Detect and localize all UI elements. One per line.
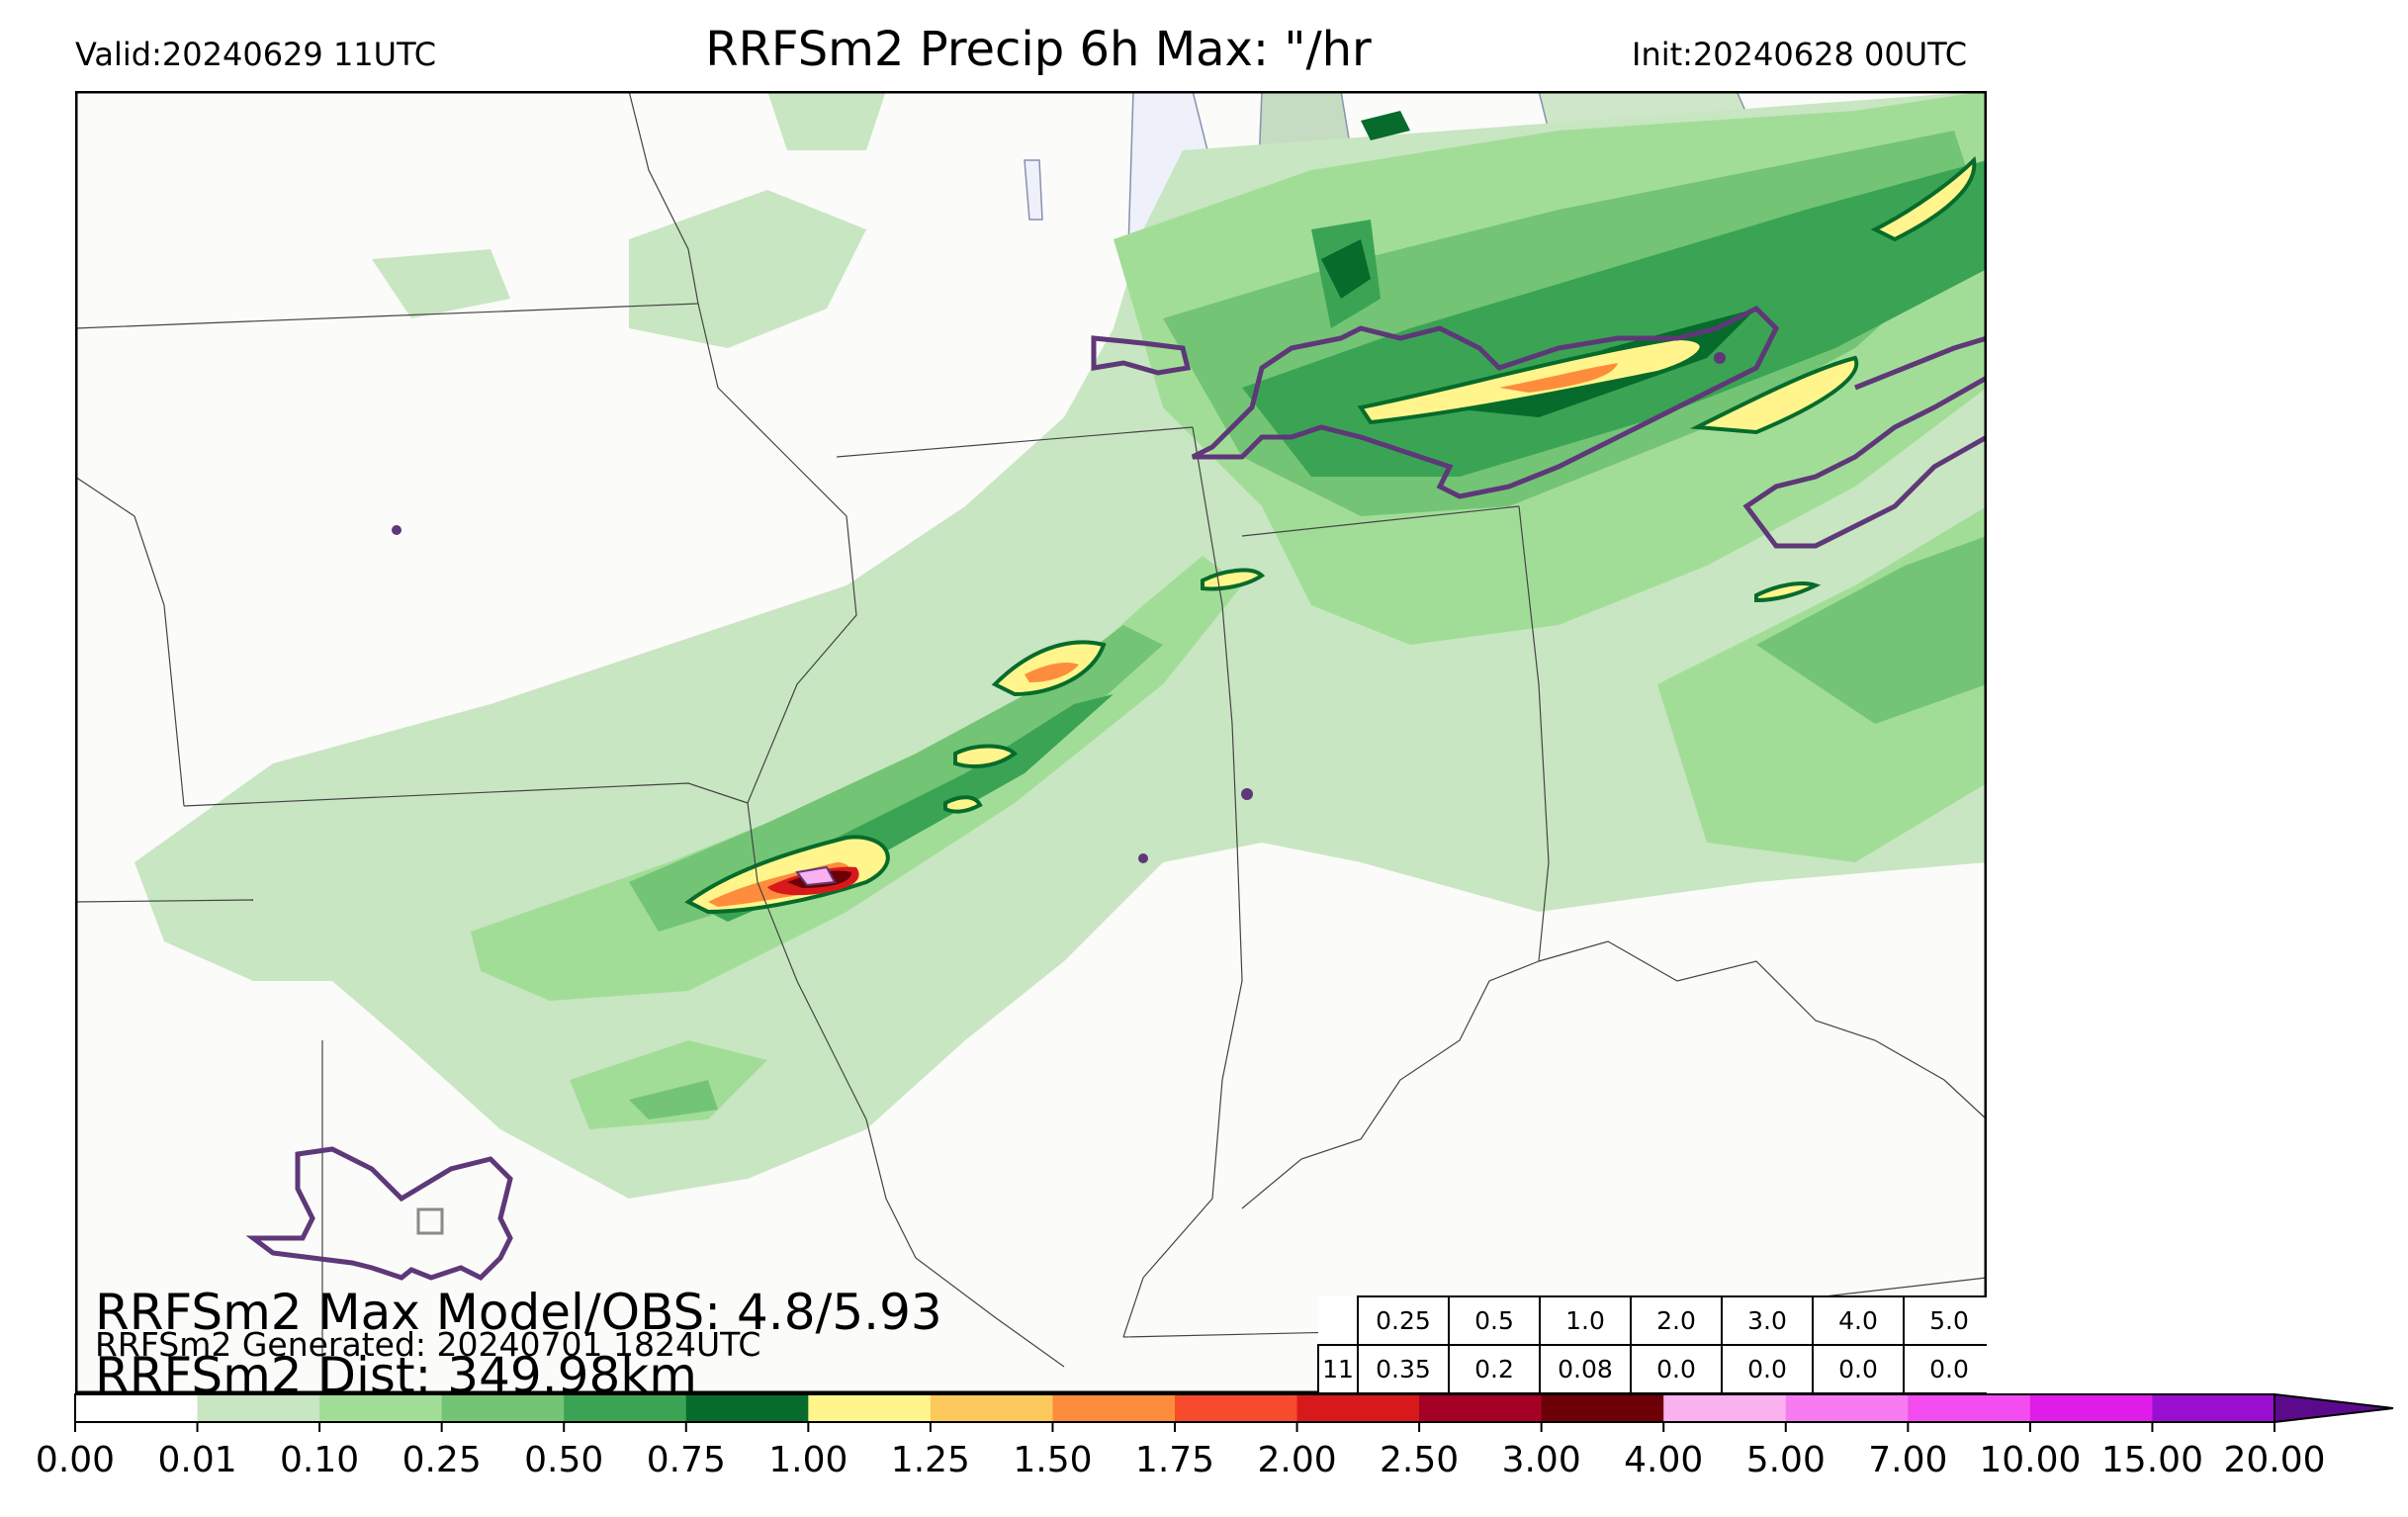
valid-time-label: Valid:20240629 11UTC [75, 36, 437, 73]
colorbar-segment [1541, 1394, 1664, 1422]
border-wi-il [836, 426, 1194, 458]
fraction-cell [1903, 1344, 1987, 1393]
table-row-label: 11 [1322, 1355, 1354, 1383]
colorbar-tick-label: 2.50 [1380, 1440, 1459, 1480]
threshold-value: 5.0 [1929, 1306, 1969, 1335]
colorbar-segment [441, 1394, 565, 1422]
fraction-value: 0.2 [1474, 1355, 1514, 1383]
obs-contour-missouri [245, 1146, 513, 1282]
obs-contour-lake [1091, 335, 1192, 376]
border-oh-ky [1538, 940, 1987, 1120]
colorbar-tick-label: 15.00 [2101, 1440, 2203, 1480]
colorbar-tick-label: 2.00 [1257, 1440, 1336, 1480]
colorbar-segment [197, 1394, 320, 1422]
border-ia-mo [183, 782, 749, 807]
obs-contour-east [1742, 375, 1987, 549]
border-in-ky [1241, 960, 1540, 1209]
colorbar-tick-label: 1.50 [1013, 1440, 1092, 1480]
colorbar-segment [564, 1394, 687, 1422]
colorbar-segment [319, 1394, 443, 1422]
obs-contours [245, 305, 1987, 1282]
colorbar-segment [685, 1394, 809, 1422]
border-mn-ia [75, 303, 699, 329]
border-mississippi [697, 303, 1065, 1368]
max-model-obs-label: RRFSm2 Max Model/OBS: 4.8/5.93 [95, 1284, 942, 1341]
colorbar-segment [1908, 1394, 2031, 1422]
colorbar-tick-label: 1.75 [1135, 1440, 1214, 1480]
fraction-value: 0.35 [1376, 1355, 1431, 1383]
border-ia-west [75, 476, 185, 807]
colorbar-tick-label: 10.00 [1979, 1440, 2081, 1480]
threshold-value: 1.0 [1565, 1306, 1605, 1335]
fraction-value: 0.0 [1747, 1355, 1787, 1383]
max-location-marker [416, 1207, 444, 1235]
colorbar-segment [930, 1394, 1053, 1422]
colorbar-tick-label: 1.25 [891, 1440, 970, 1480]
colorbar-segment [75, 1394, 199, 1422]
border-ks-mo [75, 899, 254, 903]
colorbar-tick-label: 4.00 [1624, 1440, 1703, 1480]
colorbar-tick-label: 0.75 [647, 1440, 726, 1480]
threshold-value: 0.25 [1376, 1306, 1431, 1335]
threshold-value: 4.0 [1838, 1306, 1878, 1335]
threshold-value: 2.0 [1656, 1306, 1696, 1335]
generated-label: RRFSm2 Generated: 20240701 1824UTC [95, 1325, 761, 1364]
colorbar-segment [2152, 1394, 2275, 1422]
small-lake [1024, 159, 1043, 221]
colorbar: 0.00 0.01 0.10 0.25 0.50 0.75 1.00 1.25 1.50 1.75… [36, 1392, 2394, 1480]
colorbar-segment [1785, 1394, 1909, 1422]
precip-map: 0.25 0.5 1.0 2.0 3.0 4.0 5.0 11 0.35 0.2 0.08 0.0 0.… [75, 91, 1987, 1393]
colorbar-extend-arrow [2274, 1392, 2394, 1424]
colorbar-segment [1052, 1394, 1176, 1422]
border-in-oh [1518, 505, 1550, 962]
colorbar-tick-label: 5.00 [1746, 1440, 1826, 1480]
colorbar-tick-label: 7.00 [1868, 1440, 1947, 1480]
init-time-label: Init:20240628 00UTC [1632, 36, 1968, 73]
threshold-value: 0.5 [1474, 1306, 1514, 1335]
fraction-value: 0.0 [1838, 1355, 1878, 1383]
map-frame [75, 91, 1987, 1393]
colorbar-tick-label: 3.00 [1502, 1440, 1581, 1480]
colorbar-segment [1663, 1394, 1787, 1422]
colorbar-tick-label: 0.25 [402, 1440, 482, 1480]
colorbar-segment [1175, 1394, 1298, 1422]
fraction-value: 0.0 [1929, 1355, 1969, 1383]
border-mi-in [1241, 505, 1520, 537]
obs-dots [392, 352, 1726, 863]
fraction-value: 0.0 [1656, 1355, 1696, 1383]
colorbar-segment [2029, 1394, 2153, 1422]
threshold-table: 0.25 0.5 1.0 2.0 3.0 4.0 5.0 11 0.35 0.2 0.08 0.0 0.… [1317, 1295, 1987, 1393]
border-il-in [1122, 426, 1243, 1338]
obs-contour-ne [1854, 335, 1987, 391]
colorbar-tick-label: 0.01 [157, 1440, 236, 1480]
colorbar-tick-label: 0.10 [280, 1440, 359, 1480]
border-mn-wi [628, 91, 699, 305]
obs-contour-michigan [1191, 305, 1780, 499]
threshold-value: 3.0 [1747, 1306, 1787, 1335]
colorbar-segment [808, 1394, 932, 1422]
fraction-value: 0.08 [1558, 1355, 1613, 1383]
colorbar-tick-label: 20.00 [2223, 1440, 2325, 1480]
colorbar-tick-label: 0.00 [36, 1440, 115, 1480]
page-title: RRFSm2 Precip 6h Max: "/hr [705, 22, 1372, 77]
precip-core-pink [795, 865, 837, 887]
colorbar-segment [1296, 1394, 1420, 1422]
colorbar-tick-label: 1.00 [768, 1440, 847, 1480]
colorbar-segment [1419, 1394, 1543, 1422]
colorbar-tick-label: 0.50 [524, 1440, 603, 1480]
